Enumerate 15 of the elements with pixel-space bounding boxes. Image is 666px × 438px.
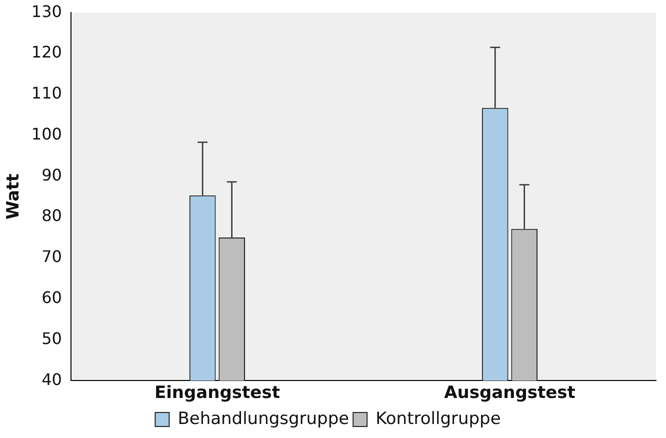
y-axis-title: Watt xyxy=(4,174,24,220)
y-tick-label: 40 xyxy=(42,370,62,389)
y-tick-label: 70 xyxy=(42,247,62,266)
x-tick-label: Ausgangstest xyxy=(444,383,576,404)
y-tick-label: 110 xyxy=(31,84,62,103)
y-tick-label: 90 xyxy=(42,165,62,184)
legend-label: Kontrollgruppe xyxy=(376,408,501,429)
y-tick-label: 60 xyxy=(42,288,62,307)
y-tick-label: 120 xyxy=(31,42,62,62)
legend-label: Behandlungsgruppe xyxy=(178,408,350,429)
y-tick-label: 100 xyxy=(31,124,62,144)
y-tick-label: 50 xyxy=(42,328,62,348)
x-tick-label: Eingangstest xyxy=(154,383,280,404)
y-tick-label: 130 xyxy=(31,2,62,21)
y-tick-label: 80 xyxy=(42,206,62,226)
